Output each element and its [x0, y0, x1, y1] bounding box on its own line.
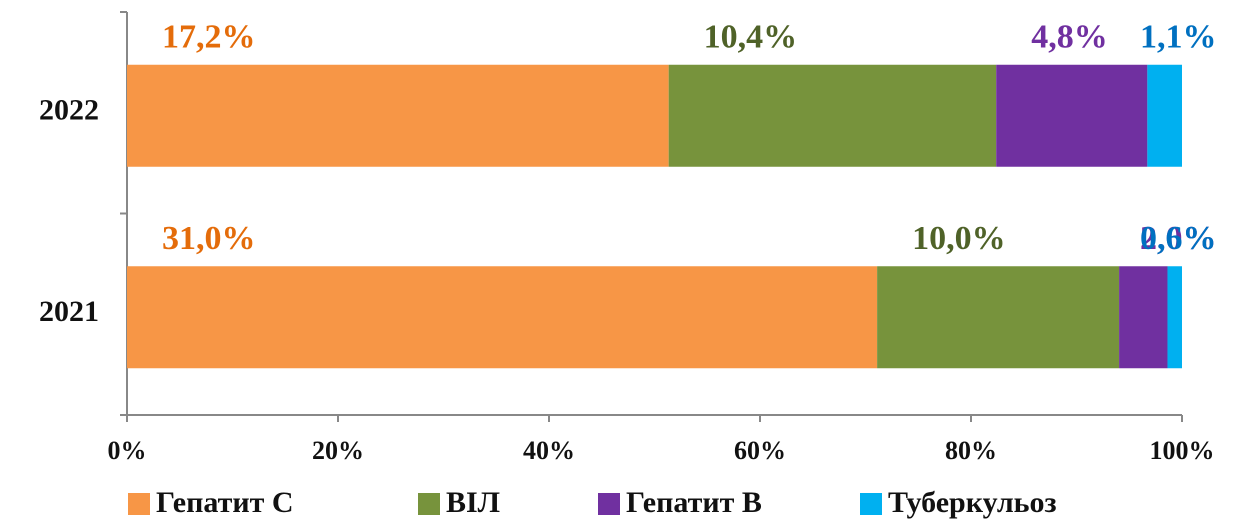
legend-swatch: [128, 493, 150, 515]
legend-label: ВІЛ: [446, 486, 500, 519]
bar-segment: [877, 266, 1120, 369]
value-label: 31,0%: [162, 220, 256, 257]
bar-segment: [996, 64, 1148, 167]
legend-swatch: [418, 493, 440, 515]
x-tick-label: 80%: [945, 436, 997, 465]
legend-swatch: [598, 493, 620, 515]
legend-label: Туберкульоз: [888, 486, 1057, 519]
legend-label: Гепатит В: [626, 486, 762, 519]
x-tick-label: 100%: [1150, 436, 1215, 465]
value-label: 1,1%: [1140, 19, 1217, 56]
category-label: 2021: [39, 295, 99, 328]
value-label: 2,0%: [1140, 220, 1217, 257]
value-label: 10,0%: [912, 220, 1006, 257]
legend-swatch: [860, 493, 882, 515]
bar-segment: [1167, 266, 1182, 369]
bar-segment: [127, 266, 878, 369]
bar-segment: [1147, 64, 1182, 167]
value-label: 10,4%: [704, 19, 798, 56]
category-label: 2022: [39, 94, 99, 127]
value-label: 17,2%: [162, 19, 256, 56]
x-tick-label: 20%: [312, 436, 364, 465]
x-tick-label: 60%: [734, 436, 786, 465]
bar-segment: [668, 64, 997, 167]
x-tick-label: 0%: [108, 436, 147, 465]
x-tick-label: 40%: [523, 436, 575, 465]
value-label: 0,6%: [1140, 220, 1217, 257]
bar-segment: [1119, 266, 1168, 369]
value-label: 4,8%: [1031, 19, 1108, 56]
bar-segment: [127, 64, 669, 167]
legend-label: Гепатит С: [156, 486, 294, 519]
